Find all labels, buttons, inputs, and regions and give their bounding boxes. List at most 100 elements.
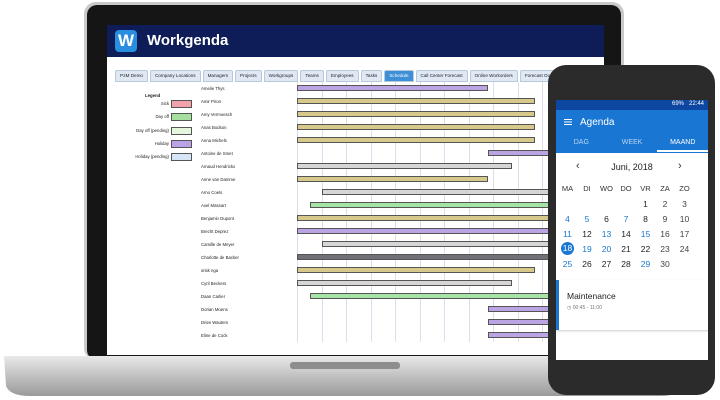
schedule-bar[interactable] — [297, 137, 535, 143]
view-tab[interactable]: WEEK — [621, 139, 643, 146]
day[interactable]: 22 — [640, 244, 651, 254]
day[interactable]: 29 — [640, 259, 651, 269]
day[interactable]: 9 — [662, 214, 668, 224]
day[interactable]: 24 — [679, 244, 690, 254]
tab[interactable]: Online Workorders — [469, 70, 518, 82]
day[interactable]: 27 — [601, 259, 612, 269]
logo: W — [115, 30, 137, 52]
clock: 22:44 — [688, 101, 704, 107]
view-tab[interactable]: DAG — [573, 139, 589, 146]
day[interactable]: 25 — [562, 259, 573, 269]
day[interactable]: 1 — [643, 199, 648, 209]
schedule-bar[interactable] — [297, 280, 512, 286]
tab[interactable]: Teams — [300, 70, 324, 82]
weekday: ZA — [660, 184, 670, 193]
tab[interactable]: Tasks — [360, 70, 383, 82]
day[interactable]: 26 — [582, 259, 592, 269]
menu-icon[interactable] — [564, 119, 572, 121]
app-bar: Agenda — [556, 110, 708, 135]
battery: 69% — [671, 101, 684, 107]
schedule-bar[interactable] — [297, 98, 535, 104]
tab[interactable]: Company Locations — [149, 70, 201, 82]
employee-name: Camille de Meyer — [201, 242, 235, 247]
legend-swatch — [171, 153, 192, 162]
tab[interactable]: P2M Demo — [115, 70, 148, 82]
day[interactable]: 21 — [621, 244, 631, 254]
day[interactable]: 17 — [679, 229, 690, 239]
day[interactable]: 20 — [601, 244, 612, 254]
schedule-bar[interactable] — [297, 267, 535, 273]
event-card[interactable]: Maintenance ◷ 00:45 - 11:00 — [556, 280, 708, 330]
day[interactable]: 13 — [601, 229, 612, 239]
employee-name: Anna Michels — [201, 138, 227, 143]
status-bar: 69% 22:44 — [556, 100, 708, 110]
day[interactable]: 8 — [643, 214, 648, 224]
schedule-bar[interactable] — [297, 163, 512, 169]
day[interactable]: 2 — [662, 199, 668, 209]
employee-name: Arnaud Hendrickx — [201, 164, 236, 169]
grid-line — [395, 82, 396, 342]
view-tab[interactable]: MAAND — [657, 139, 708, 152]
next-month[interactable]: › — [678, 160, 682, 172]
day[interactable]: 28 — [621, 259, 631, 269]
legend-label: Sick — [160, 101, 169, 106]
employee-name: Eline de Cock — [201, 333, 228, 338]
view-tabs: DAG WEEK MAAND — [556, 135, 708, 153]
schedule-bar[interactable] — [310, 293, 567, 299]
schedule-bar[interactable] — [297, 228, 567, 234]
grid-line — [493, 82, 494, 342]
day[interactable]: 16 — [660, 229, 670, 239]
day[interactable]: 4 — [565, 214, 570, 224]
grid-line — [297, 82, 298, 342]
day[interactable]: 6 — [604, 214, 609, 224]
day[interactable]: 14 — [621, 229, 631, 239]
legend-label: Holiday (pending) — [135, 154, 169, 160]
legend-title: Legend — [145, 93, 161, 98]
employee-name: Anne van Damme — [201, 177, 236, 182]
employee-name: Brecht Deprez — [201, 229, 229, 234]
day[interactable]: 11 — [563, 229, 572, 239]
tab[interactable]: Managers — [202, 70, 234, 82]
employee-name: Benjamin Dupont — [201, 216, 234, 221]
tab[interactable]: Schedule — [384, 70, 414, 82]
schedule-bar[interactable] — [297, 111, 535, 117]
schedule-bar[interactable] — [297, 254, 567, 260]
schedule-bar[interactable] — [310, 202, 567, 208]
schedule-bar[interactable] — [322, 189, 567, 195]
schedule-bar[interactable] — [297, 124, 535, 130]
tab[interactable]: Call Center Forecast — [415, 70, 468, 82]
schedule-bar[interactable] — [297, 215, 567, 221]
employee-name: Dorian Moens — [201, 307, 228, 312]
employee-name: Amelie Thys — [201, 86, 225, 91]
day[interactable]: 18 — [561, 242, 574, 255]
day[interactable]: 10 — [679, 214, 690, 224]
legend-swatch — [171, 139, 192, 148]
legend-swatch — [171, 113, 192, 122]
legend-label: Day off — [155, 114, 169, 120]
day[interactable]: 15 — [640, 229, 651, 239]
app-title: Workgenda — [147, 32, 229, 49]
grid-line — [419, 82, 420, 342]
tab[interactable]: Employees — [325, 70, 359, 82]
prev-month[interactable]: ‹ — [576, 160, 580, 172]
schedule-bar[interactable] — [297, 85, 488, 91]
event-time: ◷ 00:45 - 11:00 — [567, 305, 602, 311]
day[interactable]: 3 — [682, 199, 687, 209]
day[interactable]: 19 — [582, 244, 592, 254]
schedule-bar[interactable] — [297, 176, 488, 182]
day[interactable]: 5 — [584, 214, 590, 224]
day[interactable]: 7 — [623, 214, 629, 224]
weekday: WO — [600, 184, 613, 193]
tab[interactable]: Workgroups — [263, 70, 299, 82]
day[interactable]: 30 — [660, 259, 670, 269]
day[interactable]: 12 — [582, 229, 592, 239]
event-time-text: 00:45 - 11:00 — [572, 305, 602, 311]
employee-name: Daan Carlier — [201, 294, 226, 299]
day[interactable]: 23 — [660, 244, 670, 254]
legend-label: Day off (pending) — [136, 127, 169, 133]
tab-bar: P2M Demo Company Locations Managers Project… — [115, 70, 604, 82]
schedule-bar[interactable] — [322, 241, 567, 247]
tab[interactable]: Projects — [235, 70, 262, 82]
legend-label: Holiday — [154, 140, 169, 146]
